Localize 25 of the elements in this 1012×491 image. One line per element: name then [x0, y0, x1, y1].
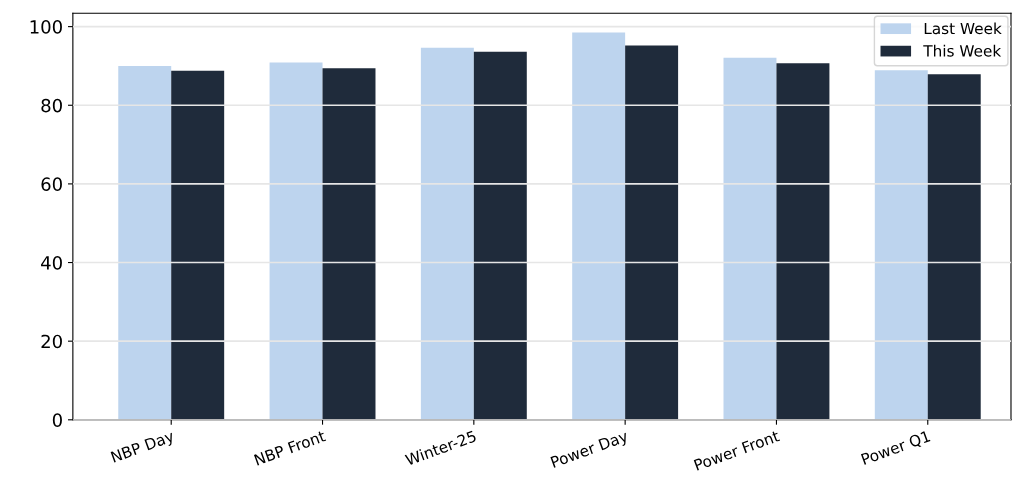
- x-tick-label: Power Day: [550, 430, 630, 471]
- legend-label: Last Week: [924, 22, 1002, 35]
- y-tick-label: 100: [30, 20, 62, 34]
- bar: [776, 63, 830, 420]
- y-tick-label: 40: [41, 255, 62, 270]
- bar: [927, 74, 981, 420]
- bar: [420, 47, 474, 420]
- x-tick-label: NBP Front: [253, 430, 327, 466]
- y-tick-label: 80: [41, 98, 62, 113]
- bar: [118, 65, 172, 420]
- x-tick-label: Power Front: [693, 430, 781, 471]
- x-tick-label: NBP Day: [110, 430, 176, 466]
- y-tick-label: 20: [41, 334, 62, 349]
- bar: [473, 51, 527, 420]
- bar: [269, 62, 323, 420]
- bar: [322, 68, 376, 420]
- bar: [874, 70, 928, 420]
- bar: [171, 70, 225, 420]
- y-tick-label: 60: [41, 177, 62, 192]
- legend-label: This Week: [923, 44, 1002, 57]
- bar: [723, 57, 777, 420]
- y-tick-label: 0: [52, 413, 62, 427]
- bar: [625, 45, 679, 420]
- bar: [572, 32, 626, 420]
- x-tick-label: Power Q1: [860, 430, 932, 467]
